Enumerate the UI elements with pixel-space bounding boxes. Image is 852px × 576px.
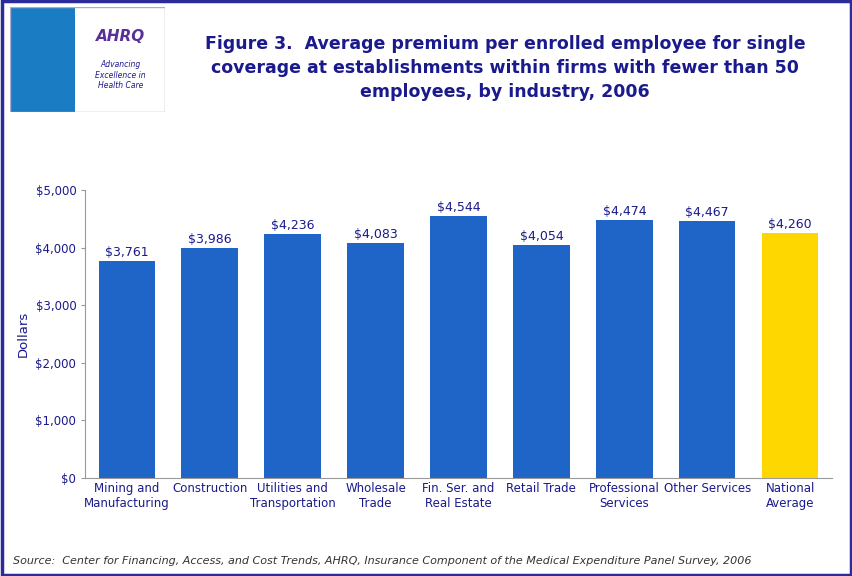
Text: $3,986: $3,986 <box>187 233 231 247</box>
Bar <box>678 221 734 478</box>
Text: $4,054: $4,054 <box>519 230 562 242</box>
Bar <box>347 243 403 478</box>
Bar <box>596 221 652 478</box>
Text: $4,544: $4,544 <box>436 202 480 214</box>
Bar <box>181 248 238 478</box>
Y-axis label: Dollars: Dollars <box>17 311 30 357</box>
Text: $4,260: $4,260 <box>768 218 811 230</box>
Text: $3,761: $3,761 <box>105 247 148 259</box>
Bar <box>99 262 155 478</box>
Bar <box>513 245 569 478</box>
Text: $4,236: $4,236 <box>271 219 314 232</box>
Bar <box>761 233 817 478</box>
Bar <box>75 7 165 112</box>
Text: $4,474: $4,474 <box>602 206 646 218</box>
Bar <box>264 234 320 478</box>
Text: $4,083: $4,083 <box>354 228 397 241</box>
Text: $4,467: $4,467 <box>685 206 728 219</box>
Text: AHRQ: AHRQ <box>95 29 145 44</box>
Bar <box>429 217 486 478</box>
Text: Source:  Center for Financing, Access, and Cost Trends, AHRQ, Insurance Componen: Source: Center for Financing, Access, an… <box>13 556 751 566</box>
Bar <box>10 7 75 112</box>
Text: Figure 3.  Average premium per enrolled employee for single
coverage at establis: Figure 3. Average premium per enrolled e… <box>204 35 804 101</box>
Text: Advancing
Excellence in
Health Care: Advancing Excellence in Health Care <box>95 60 146 90</box>
